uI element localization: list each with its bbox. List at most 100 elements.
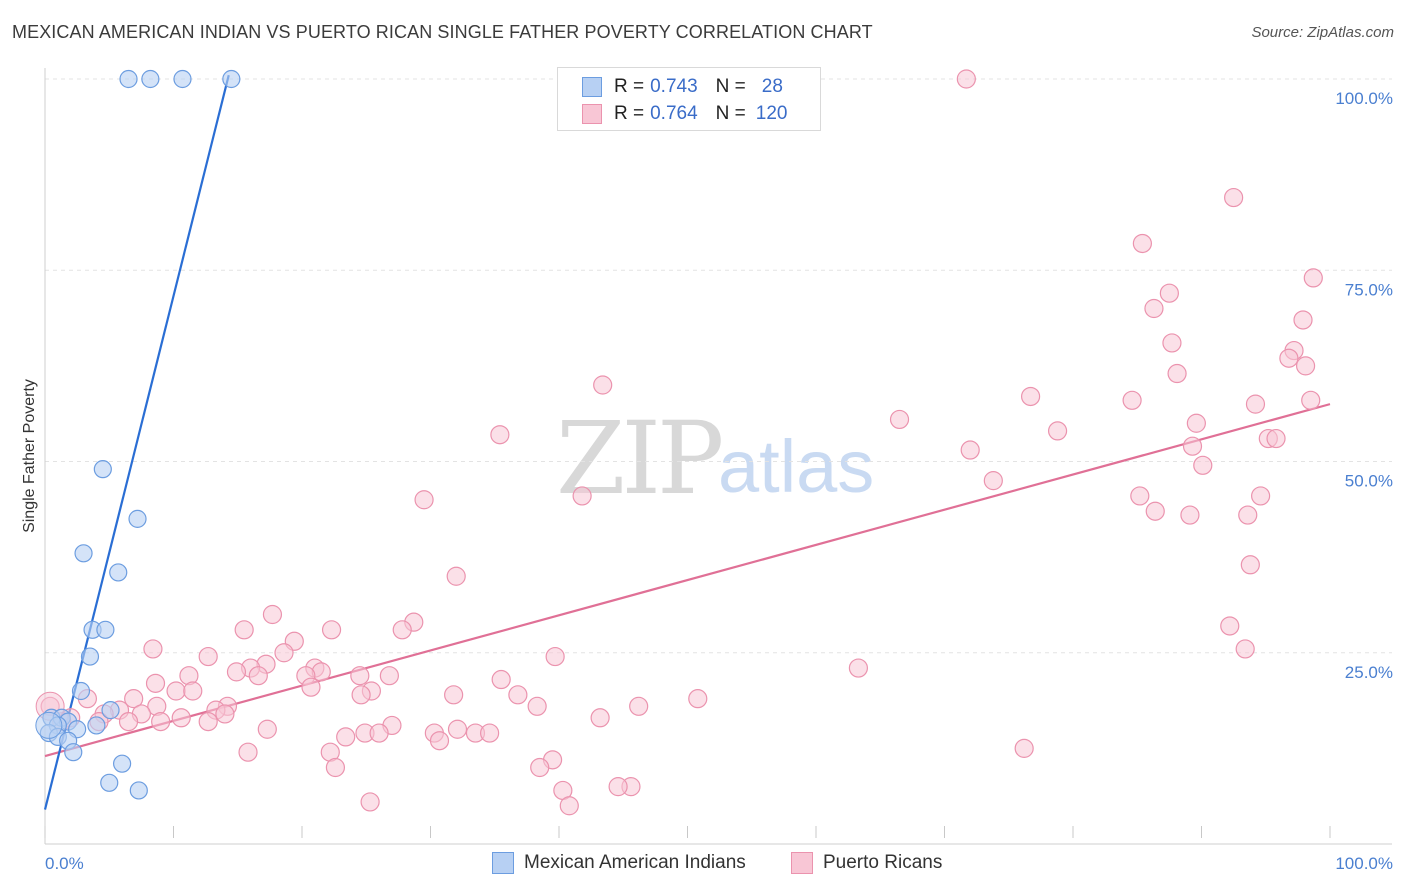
point-puerto-ricans [414, 490, 434, 510]
point-puerto-ricans [1162, 333, 1182, 353]
legend-n-value: 28 [761, 76, 783, 97]
point-puerto-ricans [325, 757, 346, 778]
point-puerto-ricans [1159, 283, 1179, 303]
point-puerto-ricans [572, 486, 592, 506]
point-puerto-ricans [508, 685, 528, 705]
point-puerto-ricans [369, 723, 389, 743]
gridlines [45, 78, 1392, 654]
point-mexican-american-indians [35, 711, 63, 739]
series-legend-item-blue[interactable]: Mexican American Indians [492, 852, 746, 874]
point-mexican-american-indians [96, 620, 115, 639]
point-puerto-ricans [1145, 501, 1165, 521]
point-mexican-american-indians [64, 743, 83, 762]
point-mexican-american-indians [112, 754, 132, 773]
legend-r-label: R = [614, 103, 645, 124]
legend-swatch-pink [582, 104, 602, 124]
point-puerto-ricans [848, 658, 869, 678]
point-puerto-ricans [530, 757, 550, 778]
point-puerto-ricans [1301, 390, 1321, 410]
point-mexican-american-indians [100, 773, 119, 792]
point-puerto-ricans [198, 711, 218, 732]
point-mexican-american-indians [101, 701, 120, 720]
point-puerto-ricans [379, 666, 399, 686]
point-puerto-ricans [1245, 394, 1266, 414]
point-puerto-ricans [351, 685, 371, 705]
point-puerto-ricans [336, 727, 356, 747]
point-puerto-ricans [226, 662, 247, 682]
point-puerto-ricans [1020, 386, 1041, 407]
trend-line-puerto-ricans [44, 403, 1331, 758]
point-puerto-ricans [118, 711, 139, 732]
point-puerto-ricans [1122, 390, 1142, 410]
point-puerto-ricans [1014, 738, 1034, 758]
point-puerto-ricans [1193, 455, 1213, 475]
axis-labels: 25.0% 50.0% 75.0% 100.0% 0.0% 100.0% Single Fa… [21, 89, 1393, 873]
point-puerto-ricans [1240, 555, 1260, 575]
point-mexican-american-indians [129, 781, 148, 800]
point-puerto-ricans [446, 566, 466, 586]
point-puerto-ricans [392, 620, 412, 640]
point-puerto-ricans [1266, 428, 1286, 449]
legend-r-value: 0.764 [650, 103, 698, 124]
chart-title: MEXICAN AMERICAN INDIAN VS PUERTO RICAN … [12, 22, 873, 42]
axes [44, 68, 1392, 845]
point-puerto-ricans [545, 646, 565, 667]
point-puerto-ricans [321, 620, 342, 640]
point-puerto-ricans [1167, 363, 1187, 384]
point-puerto-ricans [688, 689, 708, 709]
legend-n-label: N = [715, 103, 746, 124]
y-tick-label: 50.0% [1345, 472, 1393, 491]
point-mexican-american-indians [74, 544, 93, 563]
y-axis-title: Single Father Poverty [21, 379, 38, 533]
point-puerto-ricans [198, 646, 218, 667]
point-puerto-ricans [960, 440, 980, 460]
point-puerto-ricans [429, 731, 450, 751]
point-puerto-ricans [1144, 298, 1164, 319]
y-tick-label: 25.0% [1345, 663, 1393, 682]
data-points [35, 69, 1323, 816]
point-puerto-ricans [215, 704, 235, 724]
x-tick-label: 0.0% [45, 854, 84, 873]
point-mexican-american-indians [93, 460, 112, 479]
point-puerto-ricans [1303, 268, 1323, 288]
point-puerto-ricans [257, 719, 277, 739]
series-legend: Mexican American Indians Puerto Ricans [0, 852, 1406, 878]
point-puerto-ricans [444, 685, 464, 705]
point-puerto-ricans [1220, 616, 1240, 636]
point-mexican-american-indians [222, 69, 241, 89]
legend-row-puerto-ricans: R = 0.764 N = 120 [582, 101, 787, 127]
point-puerto-ricans [1238, 505, 1258, 525]
point-puerto-ricans [608, 777, 628, 797]
point-mexican-american-indians [71, 681, 91, 701]
point-puerto-ricans [143, 639, 163, 659]
series-swatch-blue [492, 852, 514, 874]
point-puerto-ricans [1224, 187, 1244, 208]
x-tick-label: 100.0% [1335, 854, 1393, 873]
point-puerto-ricans [183, 681, 203, 701]
point-puerto-ricans [360, 792, 380, 812]
legend-n-value: 120 [755, 103, 788, 124]
point-puerto-ricans [1186, 413, 1206, 433]
point-puerto-ricans [248, 666, 268, 686]
point-puerto-ricans [1279, 348, 1299, 368]
legend-r-label: R = [614, 76, 645, 97]
point-puerto-ricans [166, 681, 186, 701]
point-puerto-ricans [1251, 486, 1271, 506]
point-mexican-american-indians [119, 69, 138, 89]
point-puerto-ricans [262, 604, 283, 625]
point-puerto-ricans [629, 696, 649, 716]
y-tick-label: 75.0% [1345, 280, 1393, 299]
legend-row-mexican-american-indians: R = 0.743 N = 28 [582, 74, 783, 100]
series-swatch-pink [791, 852, 813, 874]
point-puerto-ricans [145, 673, 166, 693]
point-puerto-ricans [480, 723, 500, 743]
point-puerto-ricans [1295, 356, 1316, 376]
series-legend-item-pink[interactable]: Puerto Ricans [791, 852, 942, 874]
point-mexican-american-indians [87, 716, 106, 735]
point-puerto-ricans [590, 708, 610, 728]
point-puerto-ricans [350, 666, 370, 686]
point-puerto-ricans [527, 696, 547, 716]
point-puerto-ricans [490, 425, 510, 445]
watermark-atlas: atlas [718, 425, 875, 508]
